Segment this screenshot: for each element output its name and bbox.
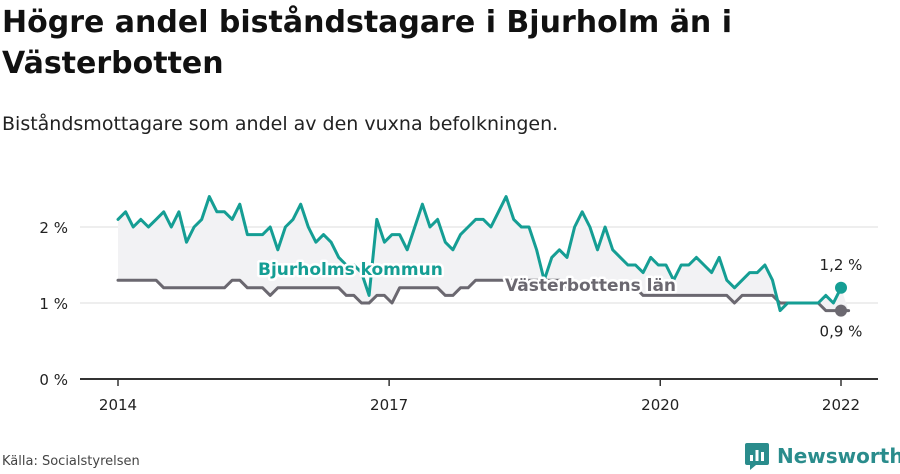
series-line-vasterbottens-lan (116, 278, 851, 313)
y-axis-ticks: 0 % 1 % 2 % (39, 219, 68, 389)
brand-name: Newsworthy (777, 444, 900, 468)
end-value-label-vasterbottens-lan: 0,9 % (820, 323, 863, 341)
y-tick-label: 0 % (39, 371, 68, 389)
newsworthy-logo-icon (745, 443, 769, 470)
y-tick-label: 1 % (39, 295, 68, 313)
x-tick-label: 2020 (641, 396, 679, 414)
y-tick-label: 2 % (39, 219, 68, 237)
end-value-label-bjurholms-kommun: 1,2 % (820, 256, 863, 274)
x-tick-label: 2022 (822, 396, 860, 414)
x-tick-label: 2017 (370, 396, 408, 414)
end-point-bjurholms-kommun (835, 281, 847, 294)
x-axis-ticks: 2014 2017 2020 2022 (99, 379, 860, 414)
end-point-vasterbottens-lan (835, 304, 847, 317)
brand-logo: Newsworthy (744, 440, 900, 472)
source-note: Källa: Socialstyrelsen (2, 454, 140, 469)
chart-subtitle: Biståndsmottagare som andel av den vuxna… (2, 113, 559, 135)
difference-band (118, 196, 849, 311)
series-label-bjurholms-kommun: Bjurholms kommun (258, 260, 443, 280)
x-tick-label: 2014 (99, 396, 137, 414)
series-line-bjurholms-kommun (116, 195, 843, 313)
series-label-vasterbottens-lan: Västerbottens län (505, 276, 676, 296)
chart-title: Högre andel biståndstagare i Bjurholm än… (2, 5, 733, 81)
